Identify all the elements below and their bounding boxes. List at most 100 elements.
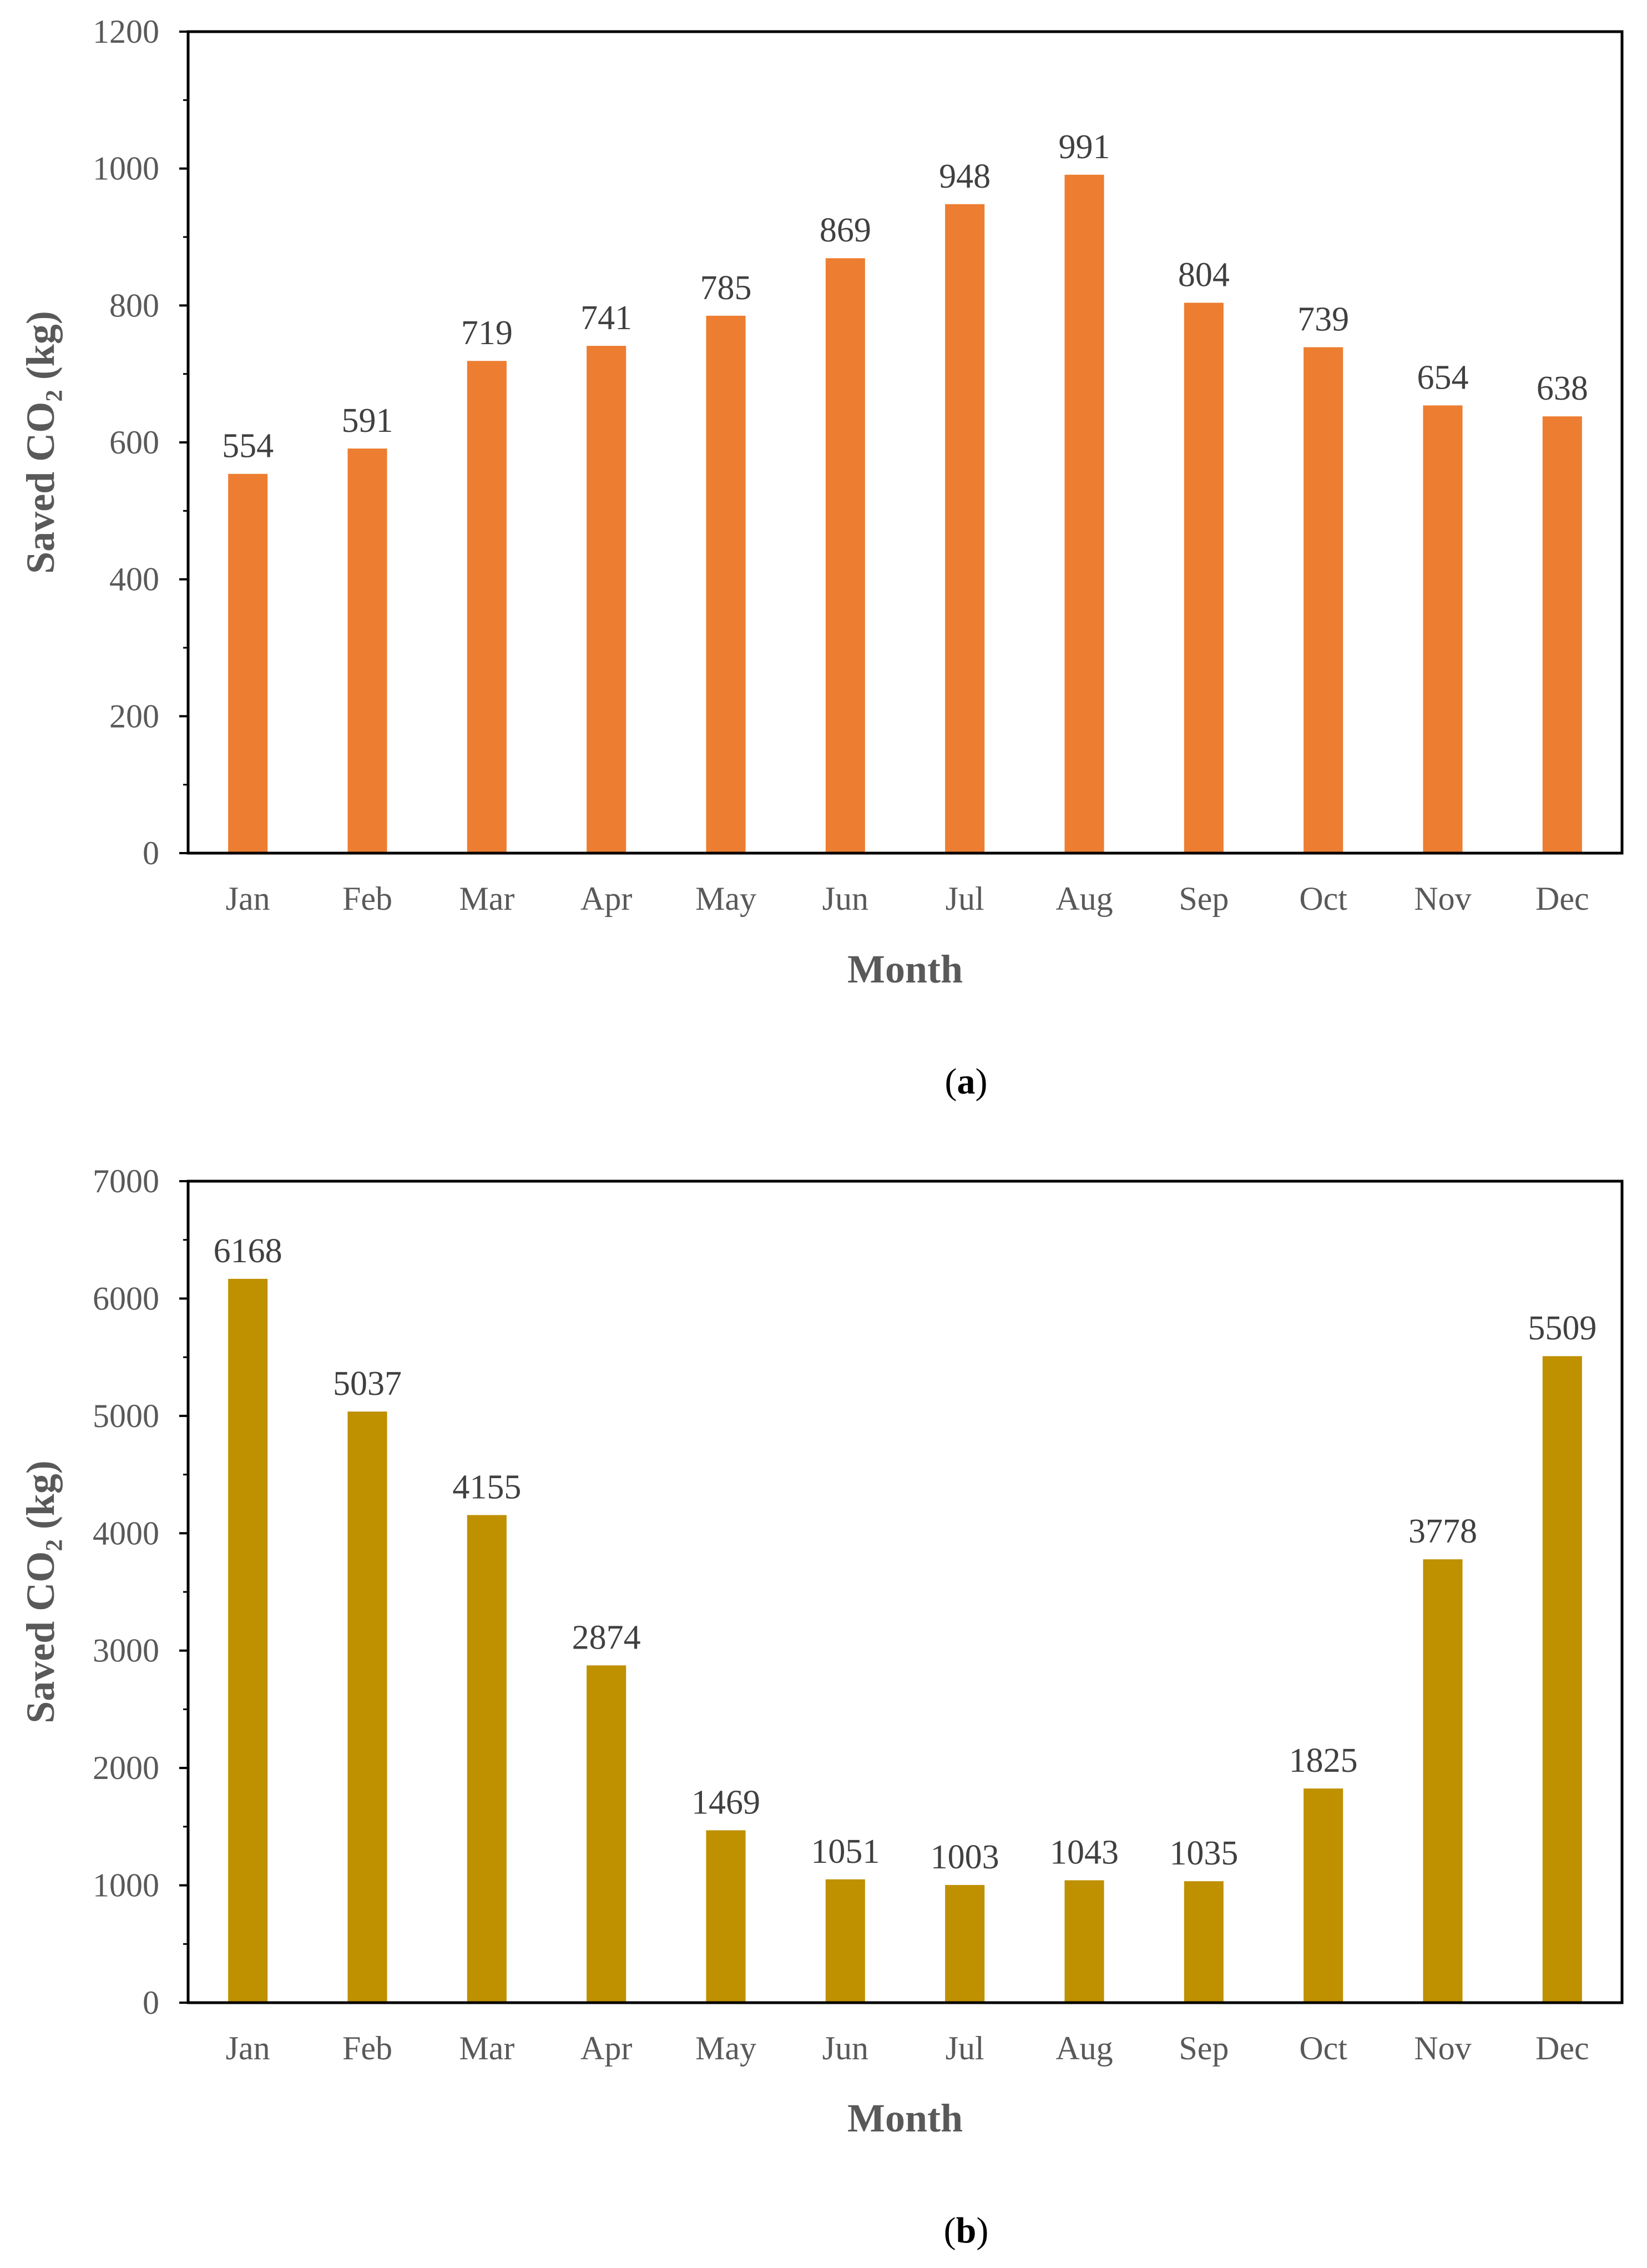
chart-b-plot-area	[186, 1180, 1624, 2004]
chart-a-ticks: 0 200 400 600 800 1000 1200 Jan Feb Mar Apr May Jun J…	[93, 13, 1589, 917]
chart-a-y-axis-title: Saved CO₂ (kg)	[18, 311, 63, 574]
bar-may	[706, 315, 746, 853]
y-tick-label: 0	[143, 835, 159, 871]
bar-sep	[1184, 303, 1224, 853]
y-tick-label: 2000	[93, 1750, 159, 1786]
data-label-feb: 5037	[333, 1365, 402, 1403]
chart-b-caption: (b)	[944, 2210, 989, 2251]
chart-a-bars: 554 591 719 741 785 869 948 991 804 739 654 638	[222, 128, 1588, 854]
data-label-jun: 1051	[811, 1833, 880, 1871]
x-tick-label-jan: Jan	[226, 2030, 270, 2067]
x-tick-label-apr: Apr	[580, 2030, 632, 2067]
data-label-may: 1469	[691, 1783, 760, 1821]
bar-mar	[467, 1515, 507, 2003]
y-tick-label: 3000	[93, 1632, 159, 1669]
bar-feb	[347, 1412, 387, 2003]
x-tick-label-jan: Jan	[226, 880, 270, 917]
bar-jun	[825, 258, 865, 853]
bar-apr	[587, 346, 627, 853]
data-label-mar: 4155	[452, 1469, 521, 1506]
bar-nov	[1423, 1559, 1463, 2003]
data-label-jun: 869	[820, 211, 871, 249]
data-label-oct: 739	[1297, 301, 1349, 339]
data-label-jul: 948	[939, 158, 991, 195]
bar-jan	[228, 473, 268, 853]
data-label-dec: 638	[1537, 370, 1588, 407]
chart-a-caption: (a)	[945, 1061, 988, 1102]
data-label-nov: 3778	[1408, 1513, 1477, 1550]
data-label-jan: 554	[222, 427, 274, 465]
data-label-nov: 654	[1417, 359, 1469, 396]
x-tick-label-nov: Nov	[1414, 880, 1471, 917]
data-label-jul: 1003	[931, 1838, 999, 1876]
chart-a-plot-area	[186, 30, 1624, 855]
data-label-aug: 991	[1059, 128, 1110, 166]
chart-a-x-axis-title: Month	[847, 947, 963, 991]
chart-b-ticks: 0 1000 2000 3000 4000 5000 6000 7000 Jan Feb Mar Ap…	[93, 1163, 1589, 2067]
bar-jan	[228, 1278, 268, 2003]
x-tick-label-may: May	[695, 880, 756, 917]
data-label-dec: 5509	[1528, 1309, 1597, 1347]
y-tick-label: 400	[109, 561, 159, 598]
x-tick-label-feb: Feb	[342, 2030, 392, 2067]
data-label-oct: 1825	[1289, 1742, 1358, 1780]
y-tick-label: 0	[143, 1984, 159, 2021]
bar-oct	[1304, 347, 1343, 853]
bar-dec	[1542, 1356, 1582, 2003]
bar-jun	[825, 1879, 865, 2003]
y-tick-label: 600	[109, 424, 159, 461]
bar-may	[706, 1830, 746, 2003]
x-tick-label-mar: Mar	[459, 880, 514, 917]
chart-b-y-axis-title: Saved CO₂ (kg)	[18, 1460, 63, 1723]
data-label-apr: 741	[580, 299, 632, 337]
data-label-feb: 591	[342, 402, 393, 440]
chart-b-bars: 6168 5037 4155 2874 1469 1051 1003 1043 1035 1825…	[214, 1232, 1597, 2003]
bar-oct	[1304, 1788, 1343, 2003]
y-tick-label: 200	[109, 698, 159, 734]
data-label-aug: 1043	[1050, 1833, 1119, 1871]
y-tick-label: 800	[109, 287, 159, 324]
bar-sep	[1184, 1881, 1224, 2003]
bar-jul	[945, 1884, 985, 2003]
x-tick-label-apr: Apr	[580, 880, 632, 917]
chart-a: 554 591 719 741 785 869 948 991 804 739 654 638 0 20…	[18, 13, 1624, 1102]
bar-feb	[347, 448, 387, 853]
y-tick-label: 6000	[93, 1280, 159, 1317]
chart-b-x-axis-title: Month	[847, 2096, 963, 2140]
y-tick-label: 1000	[93, 1867, 159, 1904]
data-label-may: 785	[700, 269, 752, 307]
bar-jul	[945, 204, 985, 853]
y-tick-label: 4000	[93, 1515, 159, 1551]
x-tick-label-jul: Jul	[946, 880, 984, 917]
y-tick-label: 7000	[93, 1163, 159, 1199]
x-tick-label-mar: Mar	[459, 2030, 514, 2067]
x-tick-label-aug: Aug	[1055, 880, 1113, 917]
data-label-sep: 1035	[1169, 1834, 1238, 1872]
chart-a-caption-letter: a	[957, 1061, 976, 1102]
bar-aug	[1064, 174, 1104, 854]
chart-b: 6168 5037 4155 2874 1469 1051 1003 1043 1035 1825…	[18, 1163, 1624, 2251]
data-label-jan: 6168	[214, 1232, 282, 1270]
x-tick-label-nov: Nov	[1414, 2030, 1471, 2067]
data-label-mar: 719	[461, 314, 513, 352]
x-tick-label-feb: Feb	[342, 880, 392, 917]
x-tick-label-jun: Jun	[822, 2030, 868, 2067]
bar-mar	[467, 361, 507, 853]
data-label-sep: 804	[1178, 256, 1230, 294]
x-tick-label-aug: Aug	[1055, 2030, 1113, 2067]
bar-aug	[1064, 1880, 1104, 2003]
y-tick-label: 5000	[93, 1398, 159, 1434]
bar-apr	[587, 1665, 627, 2003]
bar-nov	[1423, 405, 1463, 853]
x-tick-label-dec: Dec	[1535, 880, 1589, 917]
x-tick-label-oct: Oct	[1299, 2030, 1347, 2067]
bar-dec	[1542, 416, 1582, 853]
x-tick-label-oct: Oct	[1299, 880, 1347, 917]
y-tick-label: 1000	[93, 150, 159, 187]
x-tick-label-sep: Sep	[1179, 880, 1229, 917]
x-tick-label-may: May	[695, 2030, 756, 2067]
x-tick-label-dec: Dec	[1535, 2030, 1589, 2067]
data-label-apr: 2874	[572, 1619, 641, 1656]
x-tick-label-jun: Jun	[822, 880, 868, 917]
